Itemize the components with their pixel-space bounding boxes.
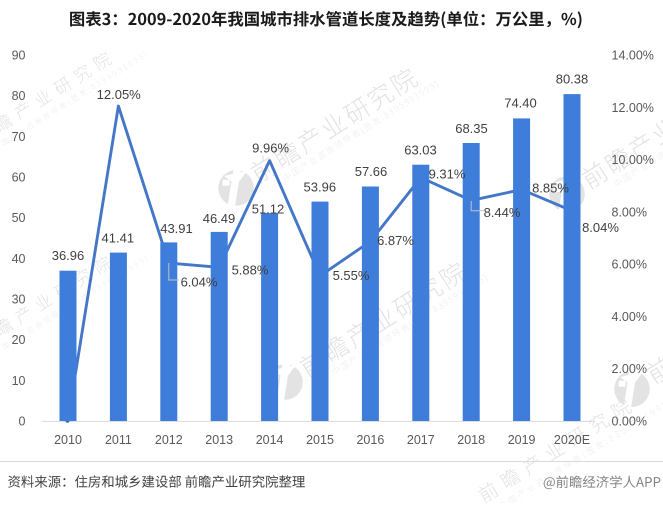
svg-text:12.05%: 12.05% bbox=[97, 87, 142, 102]
svg-text:2019: 2019 bbox=[508, 433, 536, 447]
svg-text:10.00%: 10.00% bbox=[612, 153, 654, 167]
svg-text:74.40: 74.40 bbox=[504, 95, 537, 110]
svg-text:14.00%: 14.00% bbox=[612, 49, 654, 63]
svg-text:63.03: 63.03 bbox=[404, 143, 437, 158]
svg-text:68.35: 68.35 bbox=[455, 121, 488, 136]
svg-text:6.04%: 6.04% bbox=[181, 275, 218, 290]
svg-text:70: 70 bbox=[12, 130, 26, 144]
svg-text:8.85%: 8.85% bbox=[532, 181, 569, 196]
svg-text:10: 10 bbox=[12, 374, 26, 388]
svg-text:2013: 2013 bbox=[205, 433, 233, 447]
svg-text:50: 50 bbox=[12, 211, 26, 225]
svg-text:2011: 2011 bbox=[105, 433, 132, 447]
svg-text:6.87%: 6.87% bbox=[377, 233, 414, 248]
svg-text:5.55%: 5.55% bbox=[333, 268, 370, 283]
svg-text:53.96: 53.96 bbox=[304, 179, 337, 194]
svg-text:8.44%: 8.44% bbox=[484, 205, 521, 220]
svg-text:36.96: 36.96 bbox=[52, 248, 85, 263]
svg-text:60: 60 bbox=[12, 171, 26, 185]
svg-text:8.04%: 8.04% bbox=[582, 220, 619, 235]
svg-text:20: 20 bbox=[12, 333, 26, 347]
svg-text:2010: 2010 bbox=[54, 433, 82, 447]
svg-text:2014: 2014 bbox=[256, 433, 284, 447]
svg-text:2015: 2015 bbox=[306, 433, 334, 447]
svg-text:43.91: 43.91 bbox=[160, 221, 193, 236]
svg-text:2017: 2017 bbox=[407, 433, 435, 447]
svg-text:2.00%: 2.00% bbox=[612, 362, 647, 376]
svg-text:5.88%: 5.88% bbox=[232, 262, 269, 277]
svg-text:2012: 2012 bbox=[155, 433, 183, 447]
svg-text:8.00%: 8.00% bbox=[612, 205, 647, 219]
svg-text:51.12: 51.12 bbox=[252, 201, 285, 216]
svg-text:57.66: 57.66 bbox=[355, 164, 388, 179]
svg-text:46.49: 46.49 bbox=[203, 211, 236, 226]
svg-text:41.41: 41.41 bbox=[102, 231, 135, 246]
svg-text:12.00%: 12.00% bbox=[612, 101, 654, 115]
svg-text:40: 40 bbox=[12, 252, 26, 266]
svg-text:2020E: 2020E bbox=[554, 433, 590, 447]
svg-text:2018: 2018 bbox=[457, 433, 485, 447]
svg-text:2016: 2016 bbox=[356, 433, 384, 447]
svg-text:4.00%: 4.00% bbox=[612, 310, 647, 324]
svg-text:0: 0 bbox=[19, 415, 26, 429]
svg-text:0.00%: 0.00% bbox=[612, 415, 647, 429]
svg-text:80.38: 80.38 bbox=[556, 72, 589, 87]
svg-text:9.31%: 9.31% bbox=[429, 167, 466, 182]
svg-text:30: 30 bbox=[12, 293, 26, 307]
svg-text:6.00%: 6.00% bbox=[612, 258, 647, 272]
svg-text:9.96%: 9.96% bbox=[252, 141, 289, 156]
svg-text:90: 90 bbox=[12, 49, 26, 63]
svg-text:80: 80 bbox=[12, 89, 26, 103]
